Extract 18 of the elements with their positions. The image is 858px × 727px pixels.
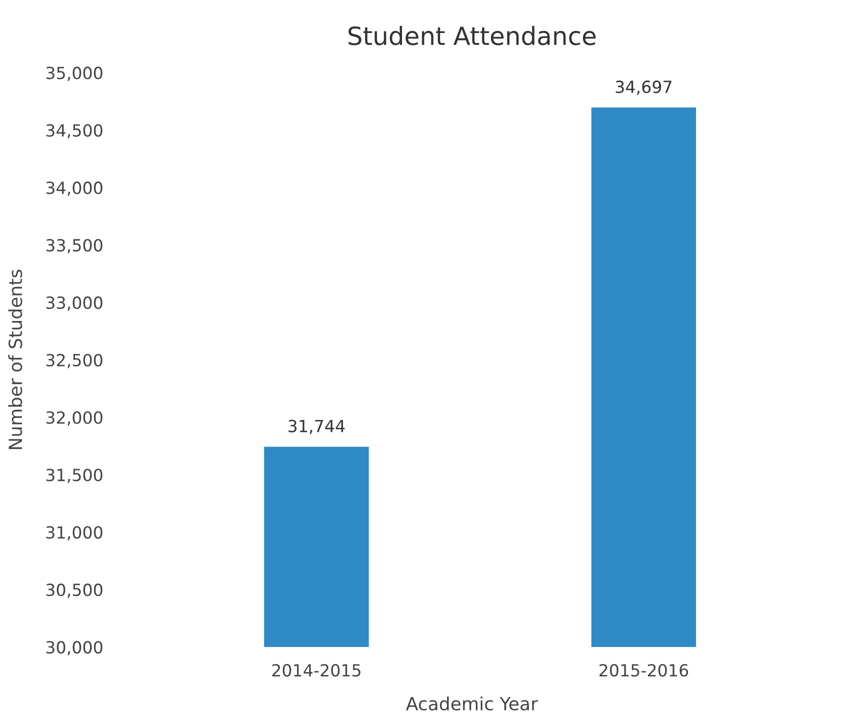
y-tick-label: 33,500	[46, 238, 102, 254]
y-tick-label: 31,000	[46, 526, 102, 540]
x-tick-label: 2015-2016	[600, 664, 688, 677]
data-label: 34,697	[616, 80, 672, 95]
x-tick-label: 2014-2015	[272, 664, 360, 677]
data-label: 31,744	[288, 420, 345, 434]
x-axis-title: Academic Year	[406, 696, 538, 710]
chart-title: Student Attendance	[348, 26, 596, 46]
y-tick-label: 30,500	[46, 584, 102, 598]
y-tick-label: 30,000	[46, 640, 102, 656]
y-tick-label: 32,500	[46, 354, 102, 368]
y-tick-label: 32,000	[46, 411, 102, 426]
y-tick-label: 35,000	[46, 66, 102, 81]
y-tick-label: 34,500	[46, 124, 102, 138]
y-tick-label: 34,000	[46, 182, 102, 196]
y-tick-label: 33,000	[46, 296, 102, 311]
y-tick-label: 31,500	[46, 468, 102, 483]
y-axis-title: Number of Students	[8, 270, 22, 450]
